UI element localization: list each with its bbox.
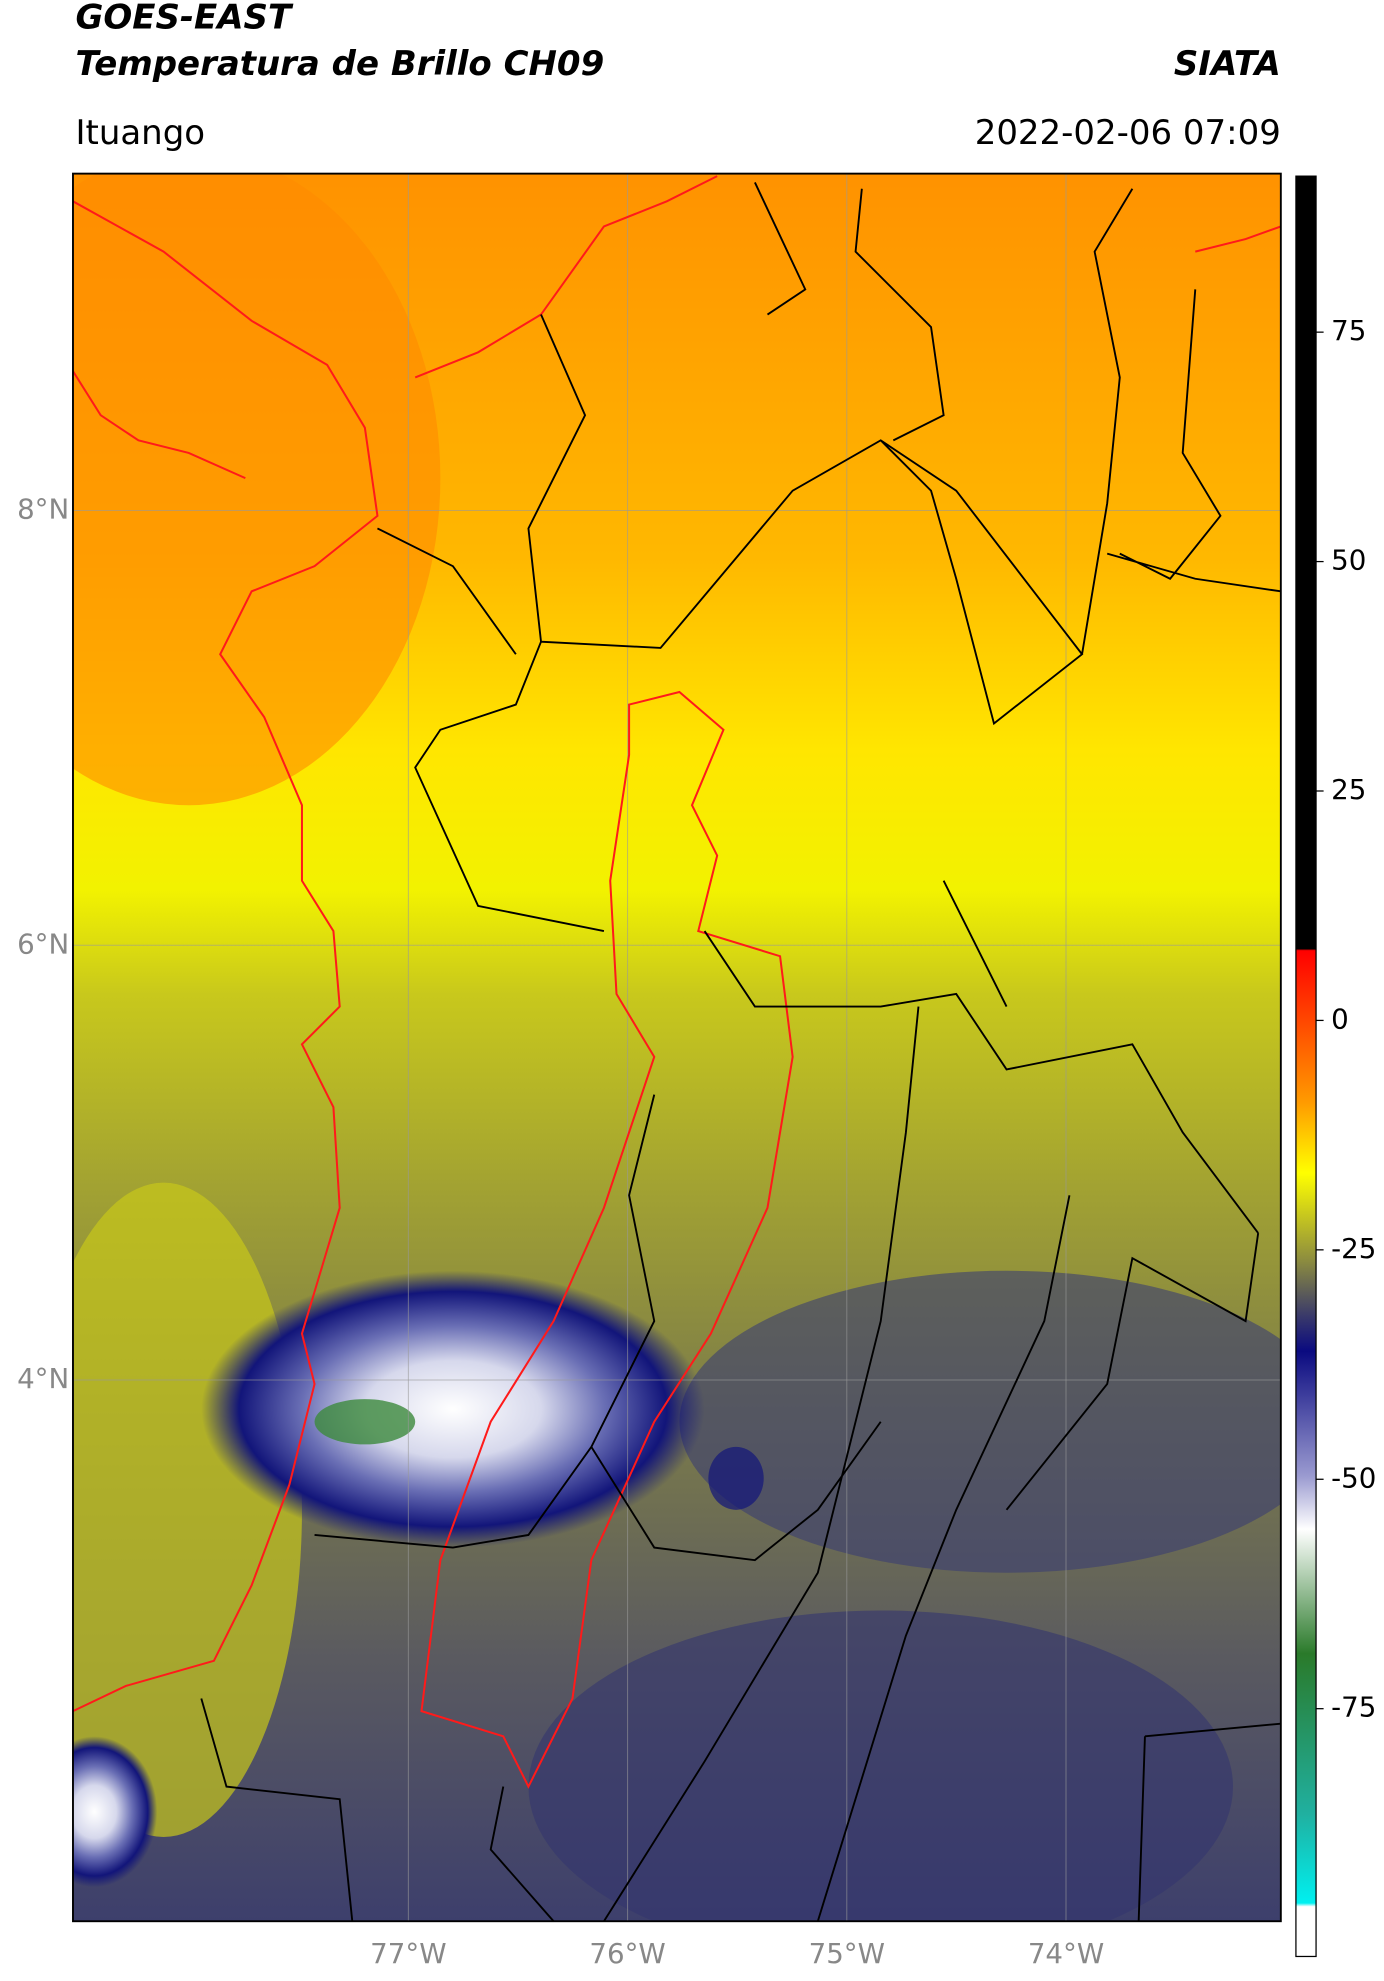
warm-area — [72, 1182, 302, 1837]
storm-core — [314, 1399, 416, 1445]
x-tick-label: 77°W — [370, 1937, 446, 1970]
colorbar-tick-label: 0 — [1331, 1002, 1349, 1035]
boundary — [200, 880, 1281, 1922]
axes: 77°W 76°W 75°W 74°W 4°N 6°N 8°N — [17, 493, 1104, 1971]
y-tick-label: 8°N — [17, 493, 69, 526]
map-frame — [72, 172, 1282, 1923]
colorbar-tick-label: 75 — [1331, 314, 1366, 347]
map — [72, 173, 1281, 1922]
cold-area — [528, 1610, 1233, 1922]
title: GOES-EAST — [75, 0, 293, 37]
grid — [72, 173, 1281, 1922]
colorbar-tick-label: -50 — [1331, 1461, 1376, 1494]
storm — [72, 1736, 158, 1888]
coastline — [1195, 225, 1281, 253]
warm-area — [72, 173, 441, 806]
boundary — [377, 182, 1084, 932]
colorbar-tick-label: 25 — [1331, 773, 1366, 806]
y-tick-label: 6°N — [17, 927, 69, 960]
x-tick-label: 74°W — [1028, 1937, 1104, 1970]
x-tick-label: 76°W — [589, 1937, 665, 1970]
y-tick-label: 4°N — [17, 1362, 69, 1395]
storm — [201, 1270, 705, 1548]
colorbar-ticks: -75 -50 -25 0 25 50 75 — [1316, 314, 1376, 1724]
boundary — [854, 188, 1281, 655]
x-tick-label: 75°W — [809, 1937, 885, 1970]
colorbar-tick-label: -25 — [1331, 1232, 1376, 1265]
coastline — [414, 175, 718, 379]
coastline — [72, 370, 246, 480]
region: Ituango — [75, 113, 205, 153]
coastline — [72, 200, 379, 1713]
source: SIATA — [1174, 44, 1281, 84]
storm — [708, 1446, 764, 1510]
colorbar — [1295, 175, 1317, 1958]
timestamp: 2022-02-06 07:09 — [975, 113, 1281, 153]
colorbar-tick-label: -75 — [1331, 1691, 1376, 1724]
colorbar-tick-label: 50 — [1331, 544, 1366, 577]
subtitle: Temperatura de Brillo CH09 — [75, 44, 604, 84]
basin-outline — [420, 690, 794, 1789]
cold-area — [679, 1270, 1281, 1573]
